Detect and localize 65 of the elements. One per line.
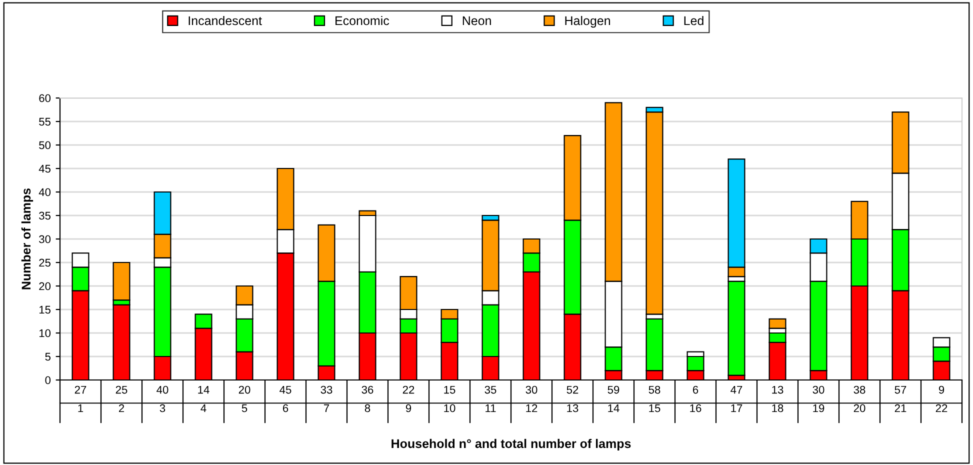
total-label: 52 <box>566 386 578 394</box>
y-tick-label: 0 <box>45 376 51 384</box>
legend-label: Led <box>684 16 704 26</box>
x-tick-label: 15 <box>649 404 660 412</box>
x-tick-label: 11 <box>486 404 496 412</box>
total-label: 25 <box>116 386 128 394</box>
legend-label: Incandescent <box>188 16 262 26</box>
total-label: 27 <box>74 386 86 394</box>
x-tick-label: 9 <box>406 404 412 412</box>
total-label: 20 <box>238 386 250 394</box>
y-axis-title: Number of lamps <box>21 188 34 290</box>
x-tick-label: 7 <box>324 404 330 412</box>
total-label: 30 <box>526 386 538 394</box>
y-tick-label: 5 <box>45 352 51 361</box>
x-tick-label: 18 <box>772 404 784 412</box>
x-tick-label: 4 <box>200 404 206 412</box>
total-label: 47 <box>730 386 742 394</box>
x-tick-label: 10 <box>444 404 456 412</box>
x-tick-label: 20 <box>854 404 866 412</box>
y-tick-label: 40 <box>38 188 51 196</box>
total-label: 35 <box>484 386 496 394</box>
y-tick-label: 15 <box>39 306 51 314</box>
x-tick-label: 5 <box>242 404 248 412</box>
total-label: 36 <box>362 386 374 394</box>
x-tick-label: 3 <box>160 404 166 412</box>
total-label: 30 <box>812 386 824 394</box>
x-tick-label: 1 <box>78 404 84 412</box>
total-label: 38 <box>854 386 866 394</box>
x-tick-label: 19 <box>813 404 824 412</box>
x-tick-label: 17 <box>731 404 742 412</box>
y-tick-label: 35 <box>39 212 51 220</box>
x-tick-label: 21 <box>894 404 906 412</box>
legend-label: Neon <box>462 16 491 26</box>
y-tick-label: 55 <box>39 118 51 126</box>
y-tick-label: 60 <box>39 94 51 102</box>
total-label: 13 <box>772 386 784 394</box>
bar <box>728 280 746 376</box>
y-tick-label: 10 <box>39 329 51 338</box>
total-label: 57 <box>894 386 906 394</box>
total-label: 58 <box>648 386 660 394</box>
x-tick-label: 6 <box>282 404 288 412</box>
x-tick-label: 8 <box>364 404 370 412</box>
y-tick-label: 25 <box>39 258 51 267</box>
legend-label: Economic <box>336 16 390 26</box>
total-label: 6 <box>692 386 698 394</box>
x-tick-label: 14 <box>608 404 620 412</box>
x-tick-label: 22 <box>936 404 948 412</box>
total-label: 22 <box>402 386 414 394</box>
x-axis-title: Household n° and total number of lamps <box>392 438 631 451</box>
total-label: 59 <box>608 386 620 394</box>
y-tick-label: 50 <box>39 141 51 150</box>
x-tick-label: 12 <box>526 404 538 412</box>
x-tick-label: 16 <box>690 404 702 412</box>
total-label: 40 <box>156 386 168 394</box>
total-label: 14 <box>198 386 210 394</box>
x-tick-label: 13 <box>567 404 578 412</box>
x-tick-label: 2 <box>118 404 124 412</box>
total-label: 45 <box>280 386 292 394</box>
y-tick-label: 45 <box>38 164 51 173</box>
y-tick-label: 20 <box>39 282 51 290</box>
legend-label: Halogen <box>565 16 610 28</box>
total-label: 15 <box>444 386 456 394</box>
total-label: 33 <box>320 386 332 394</box>
y-tick-label: 30 <box>39 235 51 244</box>
total-label: 9 <box>938 386 944 394</box>
